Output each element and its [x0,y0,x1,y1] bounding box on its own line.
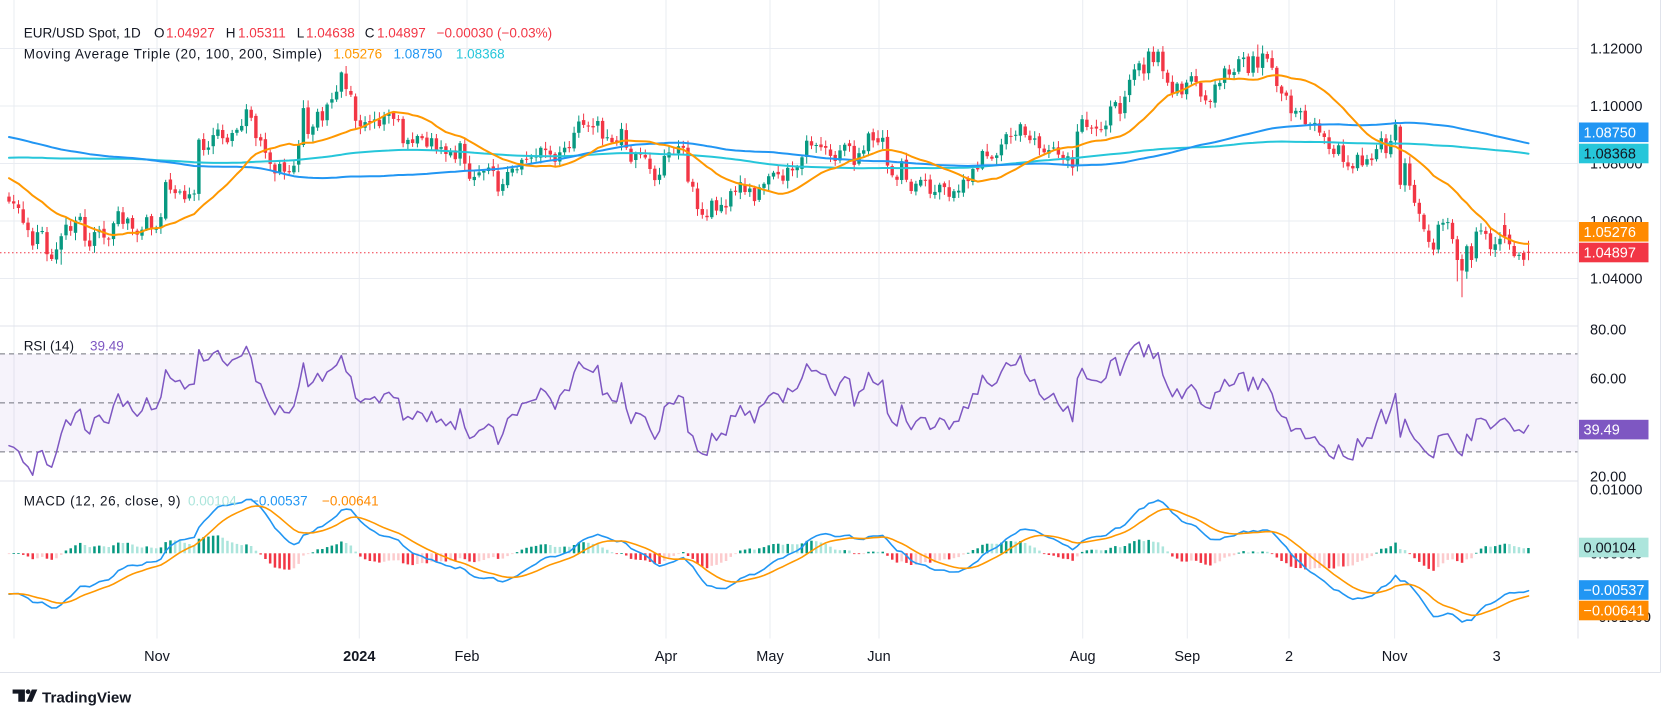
svg-text:Sep: Sep [1174,649,1200,665]
svg-text:1.04897: 1.04897 [377,26,426,41]
svg-text:1.05311: 1.05311 [238,26,286,41]
svg-text:1.10000: 1.10000 [1590,99,1642,115]
svg-text:−0.00641: −0.00641 [1584,604,1645,620]
svg-text:H: H [226,26,236,41]
svg-text:1.08368: 1.08368 [456,47,505,62]
svg-text:1.12000: 1.12000 [1590,42,1642,58]
svg-text:Apr: Apr [655,649,678,665]
svg-text:60.00: 60.00 [1590,371,1626,387]
svg-text:0.01000: 0.01000 [1590,483,1642,499]
svg-text:1.05276: 1.05276 [1584,225,1636,241]
svg-text:39.49: 39.49 [90,339,124,354]
svg-text:20.00: 20.00 [1590,469,1626,485]
svg-text:L: L [297,26,305,41]
svg-text:1.08750: 1.08750 [1584,125,1636,141]
svg-text:1.04927: 1.04927 [166,26,215,41]
svg-text:80.00: 80.00 [1590,322,1626,338]
svg-text:1.05276: 1.05276 [333,47,382,62]
svg-text:−0.00030 (−0.03%): −0.00030 (−0.03%) [437,26,553,41]
svg-text:Nov: Nov [144,649,171,665]
svg-text:TradingView: TradingView [42,689,131,706]
svg-text:May: May [756,649,784,665]
svg-text:MACD (12, 26, close, 9): MACD (12, 26, close, 9) [24,494,181,509]
svg-text:−0.00641: −0.00641 [322,494,379,509]
svg-text:39.49: 39.49 [1584,423,1620,439]
svg-text:Moving Average Triple (20, 100: Moving Average Triple (20, 100, 200, Sim… [24,47,323,62]
svg-text:Jun: Jun [867,649,890,665]
svg-text:1.08368: 1.08368 [1584,147,1636,163]
svg-text:1.04000: 1.04000 [1590,272,1642,288]
svg-text:1.04897: 1.04897 [1584,246,1636,262]
svg-text:O: O [154,26,165,41]
svg-text:Nov: Nov [1382,649,1409,665]
svg-text:EUR/USD Spot, 1D: EUR/USD Spot, 1D [24,26,141,41]
svg-text:Feb: Feb [455,649,480,665]
svg-text:RSI (14): RSI (14) [24,339,74,354]
svg-text:1.08750: 1.08750 [394,47,443,62]
svg-text:0.00104: 0.00104 [188,494,237,509]
svg-text:C: C [365,26,375,41]
svg-text:−0.00537: −0.00537 [1584,583,1645,599]
svg-text:3: 3 [1493,649,1501,665]
svg-text:−0.00537: −0.00537 [251,494,308,509]
svg-text:2: 2 [1285,649,1293,665]
svg-text:Aug: Aug [1070,649,1096,665]
svg-text:0.00104: 0.00104 [1584,541,1636,557]
svg-text:1.04638: 1.04638 [306,26,355,41]
svg-text:2024: 2024 [343,649,375,665]
